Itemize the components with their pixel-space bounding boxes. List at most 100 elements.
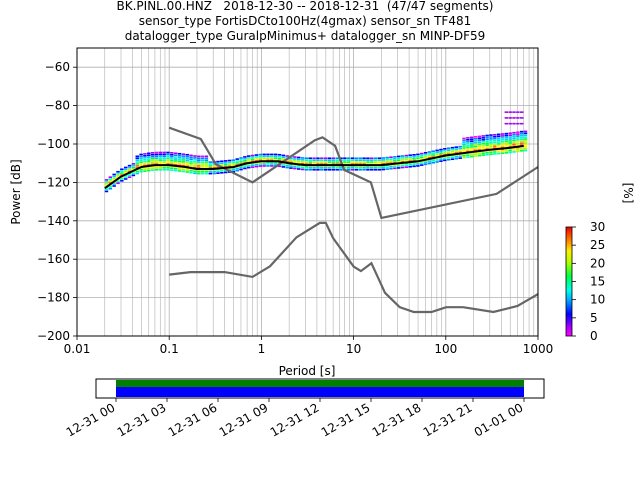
psd-cell xyxy=(512,141,516,144)
psd-cell xyxy=(320,157,324,160)
psd-cell xyxy=(466,144,470,147)
psd-cell xyxy=(493,141,497,144)
psd-cell xyxy=(519,111,524,113)
psd-cell xyxy=(150,163,155,166)
psd-cell xyxy=(485,136,489,139)
psd-cell xyxy=(181,164,186,167)
psd-cell xyxy=(123,176,128,178)
psd-cell xyxy=(150,167,155,169)
psd-cell xyxy=(116,170,120,173)
psd-cell xyxy=(489,141,493,144)
psd-cell xyxy=(481,140,485,143)
psd-cell xyxy=(477,135,482,138)
psd-cell xyxy=(212,170,216,173)
psd-cell xyxy=(250,160,255,163)
psd-cell xyxy=(166,159,170,161)
psd-cell xyxy=(504,146,509,148)
psd-cell xyxy=(420,162,424,165)
psd-cell xyxy=(323,163,328,165)
psd-cell xyxy=(423,155,428,158)
psd-cell xyxy=(473,147,478,150)
psd-cell xyxy=(377,167,382,169)
psd-cell xyxy=(270,165,274,167)
psd-cell xyxy=(316,167,320,169)
psd-cell xyxy=(516,144,520,147)
psd-cell xyxy=(466,150,470,153)
psd-cell xyxy=(143,170,147,172)
psd-cell xyxy=(504,122,509,125)
psd-cell xyxy=(435,149,439,152)
time-tick-label: 12-31 00 xyxy=(64,400,118,439)
psd-cell xyxy=(316,157,320,160)
psd-cell xyxy=(193,172,197,175)
y-axis-ticks: −200 −180 −160 −140 −120 −100 −80 −60 xyxy=(37,60,77,343)
psd-cell xyxy=(139,165,143,167)
psd-cell xyxy=(366,157,370,160)
psd-cell xyxy=(358,157,362,160)
psd-cell xyxy=(135,167,139,169)
psd-cell xyxy=(450,156,455,159)
psd-cell xyxy=(416,159,420,161)
psd-cell xyxy=(258,153,262,156)
psd-cell xyxy=(373,159,378,161)
psd-cell xyxy=(489,153,493,156)
psd-cell xyxy=(177,164,182,167)
psd-cell xyxy=(481,135,485,137)
y-tick-label: −100 xyxy=(37,137,70,151)
psd-cell xyxy=(508,140,512,142)
psd-cell xyxy=(204,167,209,169)
psd-cell xyxy=(396,157,401,160)
psd-cell xyxy=(204,172,209,175)
psd-cell xyxy=(189,158,193,161)
psd-cell xyxy=(181,157,186,159)
psd-cell xyxy=(158,159,163,161)
psd-cell xyxy=(296,160,301,163)
psd-cell xyxy=(435,151,439,154)
psd-cell xyxy=(512,151,516,153)
psd-cell xyxy=(516,139,520,141)
psd-cell xyxy=(519,140,524,143)
psd-cell xyxy=(346,161,351,163)
psd-cell xyxy=(147,156,151,158)
psd-cell xyxy=(481,142,485,145)
psd-cell xyxy=(312,161,316,163)
psd-cell xyxy=(523,138,528,140)
psd-cell xyxy=(200,170,205,173)
psd-cell xyxy=(354,168,359,171)
psd-cell xyxy=(131,163,136,165)
psd-cell xyxy=(158,157,163,160)
psd-cell xyxy=(143,153,147,155)
psd-cell xyxy=(335,167,339,169)
psd-cell xyxy=(500,150,505,153)
psd-cell xyxy=(193,157,197,159)
psd-cell xyxy=(139,159,143,162)
psd-cell xyxy=(358,163,362,165)
psd-cell xyxy=(239,168,243,171)
psd-cell xyxy=(366,159,370,161)
psd-cell xyxy=(170,152,174,154)
psd-cell xyxy=(262,163,266,165)
psd-cell xyxy=(423,151,428,154)
psd-cell xyxy=(170,161,174,164)
psd-cell xyxy=(158,151,163,154)
psd-cell xyxy=(200,163,205,165)
psd-cell xyxy=(135,163,139,165)
psd-cell xyxy=(512,137,516,140)
psd-cell xyxy=(496,135,501,138)
psd-cell xyxy=(185,161,189,164)
psd-cell xyxy=(470,153,474,156)
psd-cell xyxy=(112,175,116,178)
psd-cell xyxy=(470,146,474,148)
psd-cell xyxy=(289,159,293,162)
colorbar-tick-label: 30 xyxy=(590,220,605,234)
psd-cell xyxy=(247,161,251,163)
psd-cell xyxy=(473,149,478,152)
psd-cell xyxy=(431,156,436,158)
psd-cell xyxy=(197,170,201,173)
psd-cell xyxy=(377,161,382,163)
psd-cell xyxy=(512,135,516,138)
psd-cell xyxy=(243,161,247,164)
psd-cell xyxy=(473,155,478,157)
psd-cell xyxy=(285,160,289,163)
